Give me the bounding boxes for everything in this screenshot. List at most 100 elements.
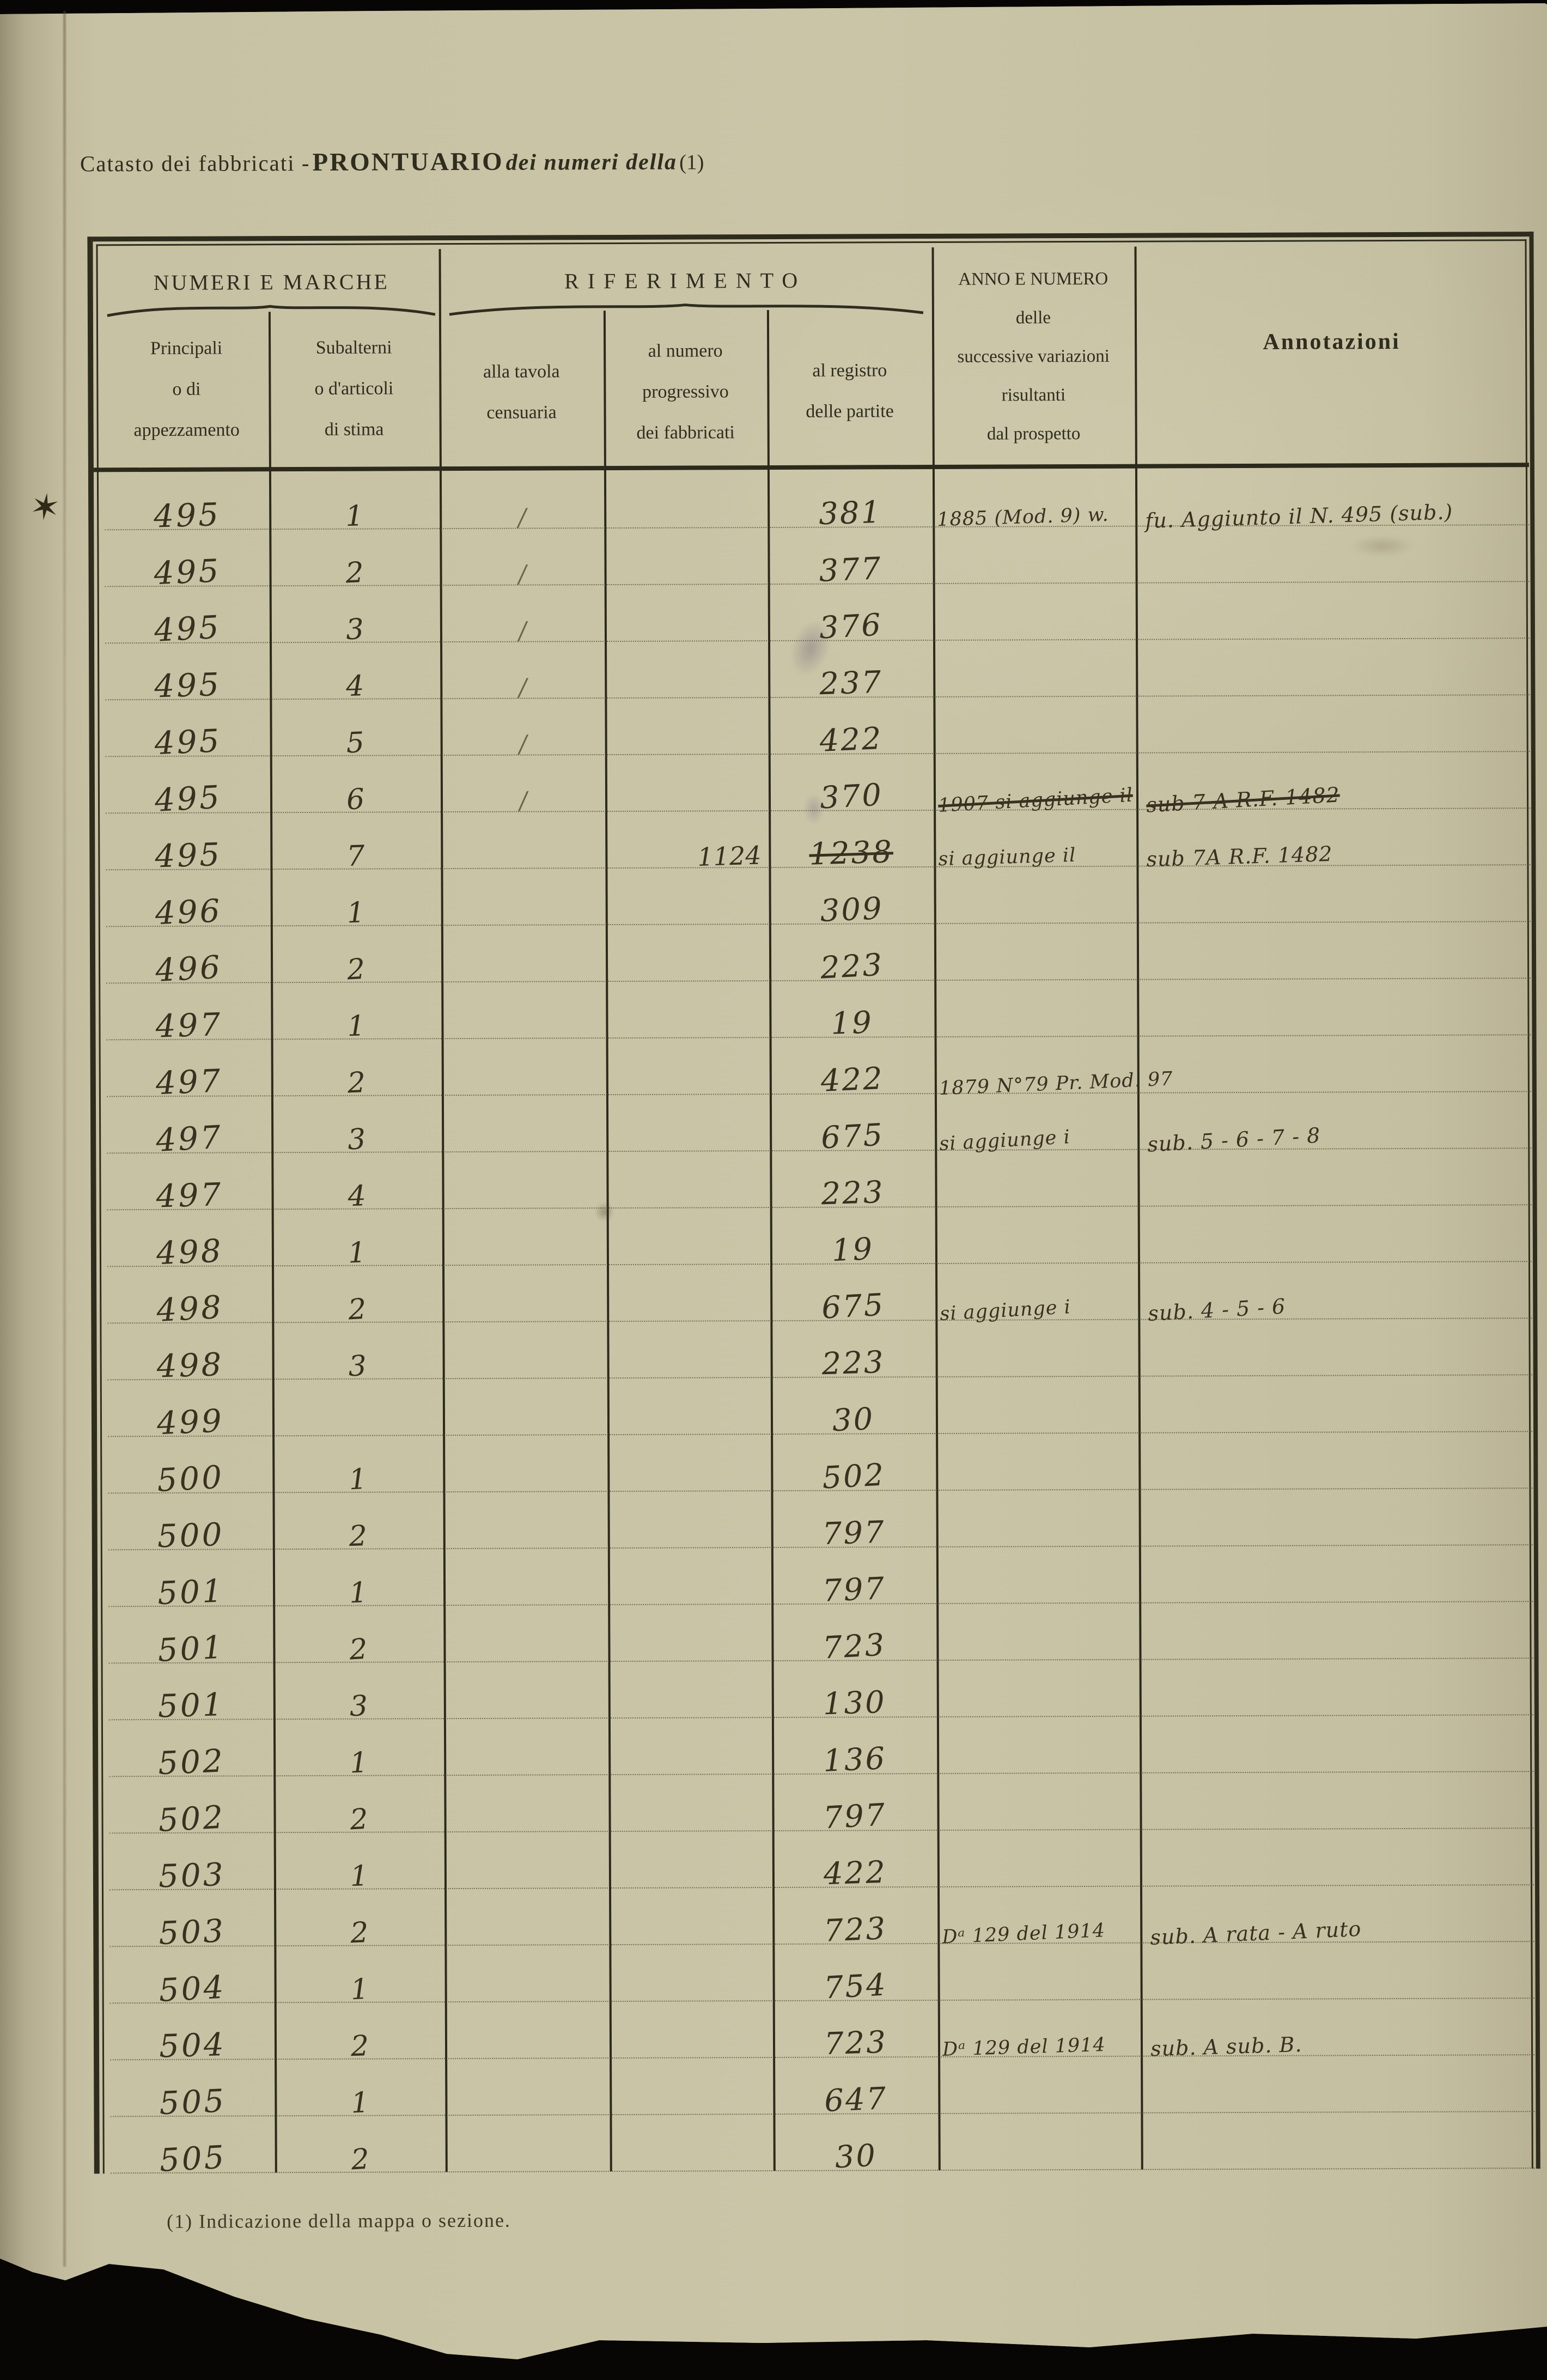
cell-numero-progressivo <box>607 1378 771 1434</box>
cell-numero-progressivo <box>609 1831 772 1887</box>
column-header-tavola-censuaria: alla tavola censuaria <box>483 361 560 423</box>
handwritten-entry: si aggiunge i <box>939 1126 1071 1156</box>
cell-tavola-censuaria <box>443 1435 607 1491</box>
cell-subalterno: 1 <box>269 472 440 533</box>
cell-anno-variazioni <box>934 980 1137 1036</box>
cell-annotazione <box>1136 695 1530 752</box>
cell-tavola-censuaria <box>443 1605 608 1661</box>
cell-registro-partite: 502 <box>771 1434 936 1496</box>
cell-numero-progressivo <box>606 925 769 981</box>
cell-registro-partite: 19 <box>769 981 934 1042</box>
table-row: 495 2 / 377 <box>105 525 1530 592</box>
cell-registro-partite: 723 <box>773 2001 938 2062</box>
handwritten-entry: 502 <box>157 1798 226 1839</box>
handwritten-entry: 495 <box>153 495 221 535</box>
table-row: 497 4 223 <box>107 1149 1532 1215</box>
cell-subalterno: 2 <box>272 1266 442 1327</box>
handwritten-entry: 498 <box>155 1231 224 1272</box>
cell-tavola-censuaria <box>441 982 606 1038</box>
handwritten-entry: 499 <box>156 1401 224 1442</box>
column-header-subalterni: Subalterni o d'articoli di stima <box>314 337 394 440</box>
cell-registro-partite: 223 <box>770 1151 935 1212</box>
cell-subalterno: 1 <box>273 1549 443 1610</box>
handwritten-entry: 498 <box>155 1288 224 1329</box>
cell-numero-progressivo <box>605 698 768 754</box>
cell-anno-variazioni: Dᵃ 129 del 1914 <box>937 1887 1140 1948</box>
handwritten-entry: 501 <box>156 1571 225 1612</box>
cell-subalterno: 2 <box>274 1889 444 1950</box>
cell-subalterno: 3 <box>272 1322 442 1383</box>
handwritten-entry: 723 <box>821 1627 887 1666</box>
cell-annotazione <box>1137 922 1531 979</box>
handwritten-entry: 495 <box>153 721 222 762</box>
handwritten-entry: 4 <box>345 670 365 703</box>
cell-anno-variazioni: si aggiunge i <box>935 1264 1138 1325</box>
cell-anno-variazioni <box>934 867 1136 923</box>
cell-anno-variazioni <box>937 1660 1140 1716</box>
cell-annotazione <box>1140 1829 1534 1886</box>
cell-tavola-censuaria <box>442 1265 607 1321</box>
cell-numero-progressivo <box>609 1888 772 1944</box>
cell-annotazione: sub 7A R.F. 1482 <box>1136 809 1530 871</box>
handwritten-entry: 1 <box>349 1860 369 1893</box>
cell-annotazione: fu. Aggiunto il N. 495 (sub.) <box>1135 469 1529 533</box>
cell-anno-variazioni <box>933 527 1135 583</box>
cell-tavola-censuaria <box>443 1492 607 1548</box>
cell-tavola-censuaria <box>445 2059 610 2115</box>
handwritten-entry: 1 <box>348 1576 368 1610</box>
cell-annotazione <box>1137 979 1531 1036</box>
cell-numero-principale: 495 <box>105 700 270 762</box>
handwritten-entry: 30 <box>833 2138 878 2176</box>
handwritten-entry: 797 <box>821 1515 886 1552</box>
cell-subalterno: 5 <box>270 699 440 760</box>
cell-subalterno: 7 <box>270 812 441 873</box>
cell-subalterno: 1 <box>275 2059 445 2120</box>
handwritten-entry: 377 <box>818 551 883 590</box>
table-row: 504 1 754 <box>109 1942 1534 2009</box>
cell-numero-progressivo <box>606 1095 770 1151</box>
handwritten-entry: 3 <box>346 1122 367 1157</box>
cell-registro-partite: 381 <box>768 471 933 532</box>
cell-registro-partite: 370 <box>769 754 934 816</box>
cell-numero-progressivo <box>607 1321 770 1377</box>
cell-anno-variazioni <box>937 1830 1140 1886</box>
cell-numero-progressivo <box>606 1151 770 1207</box>
handwritten-entry: 495 <box>153 551 222 592</box>
cell-numero-principale: 500 <box>108 1436 272 1499</box>
cell-annotazione <box>1140 1942 1534 1999</box>
handwritten-entry: 495 <box>153 608 222 649</box>
cell-tavola-censuaria <box>444 1662 608 1718</box>
title-prefix: Catasto dei fabbricati - <box>80 150 310 177</box>
cell-registro-partite: 223 <box>769 924 934 986</box>
handwritten-entry: 130 <box>822 1685 887 1722</box>
handwritten-entry: 647 <box>823 2081 888 2120</box>
cell-numero-principale: 495 <box>105 643 270 705</box>
cell-anno-variazioni: Dᵃ 129 del 1914 <box>938 2000 1141 2061</box>
table-rows: 495 1 / 381 1885 (Mod. 9) w. fu. Aggiunto il … <box>104 469 1535 2179</box>
cell-annotazione <box>1140 1659 1533 1716</box>
table-row: 503 1 422 <box>109 1829 1534 1895</box>
cell-numero-progressivo <box>605 755 769 811</box>
cell-annotazione: sub. 4 - 5 - 6 <box>1138 1262 1532 1326</box>
cell-annotazione: sub. 5 - 6 - 7 - 8 <box>1137 1092 1531 1156</box>
cell-tavola-censuaria <box>444 1945 609 2001</box>
handwritten-entry: 502 <box>157 1741 226 1782</box>
page-fold-line <box>63 11 66 2267</box>
handwritten-entry: 495 <box>153 665 222 705</box>
cell-tavola-censuaria <box>442 1039 606 1095</box>
cell-subalterno: 2 <box>271 1039 442 1100</box>
cell-numero-progressivo <box>605 585 768 641</box>
handwritten-entry: 1 <box>347 1236 367 1270</box>
cell-anno-variazioni <box>936 1490 1138 1546</box>
handwritten-entry: 237 <box>818 665 883 702</box>
cell-tavola-censuaria: / <box>441 755 605 815</box>
title-italic: dei numeri della <box>505 149 678 175</box>
table-row: 496 2 223 <box>106 922 1531 989</box>
cell-registro-partite: 422 <box>768 697 933 760</box>
handwritten-entry: 2 <box>346 1066 367 1100</box>
cell-numero-principale: 496 <box>106 926 271 989</box>
cell-numero-principale: 495 <box>105 586 270 649</box>
handwritten-entry: 2 <box>346 952 366 987</box>
handwritten-entry: 422 <box>820 1061 885 1100</box>
